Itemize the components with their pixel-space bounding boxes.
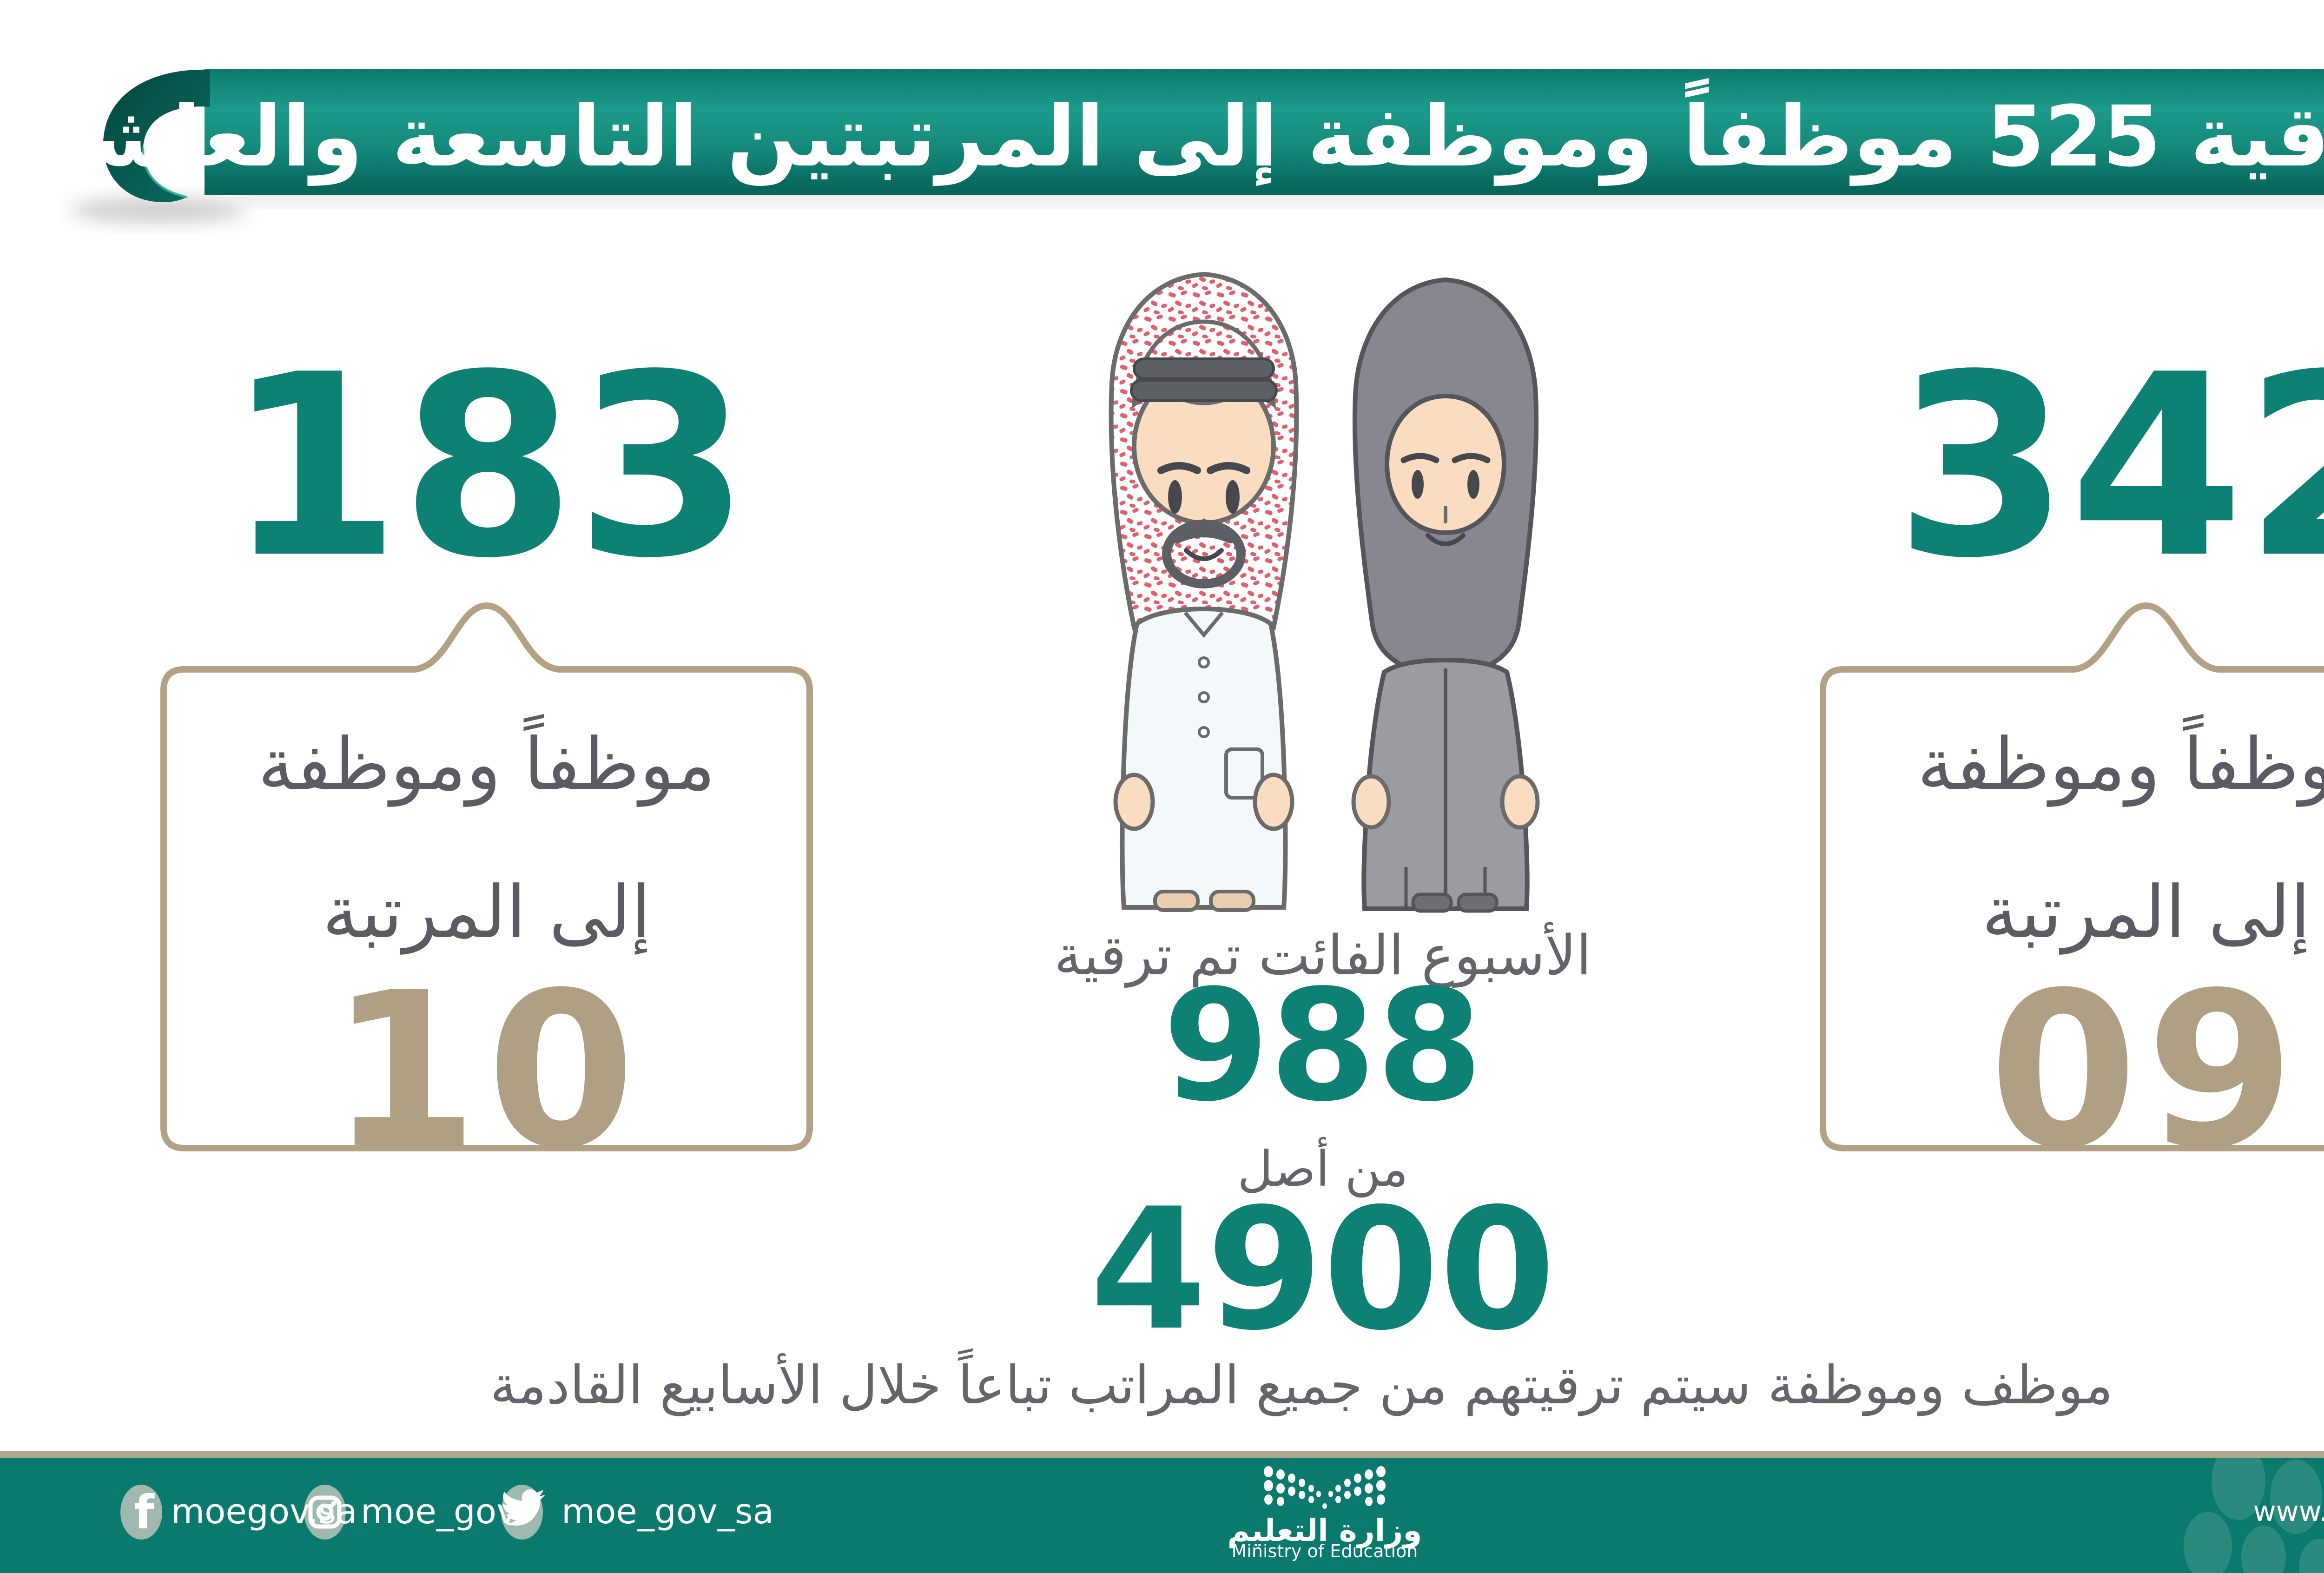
instagram-handle: moe_gov (361, 1492, 517, 1532)
promoted-count: 988 (1162, 957, 1483, 1135)
saudi-man-figure (1109, 271, 1299, 912)
stat-left-value: 183 (226, 321, 750, 613)
ribbon-left-curl (103, 69, 210, 202)
title-ribbon (70, 69, 2324, 222)
ribbon-left-shadow (70, 198, 246, 222)
ministry-name-english: Ministry of Education (1231, 1541, 1418, 1561)
ministry-logo-icon (1264, 1466, 1386, 1509)
left-callout-box (160, 602, 813, 1151)
right-box-label-line2: إلى المرتبة (1981, 870, 2311, 954)
website-url: www.moe.gov.sa (2253, 1495, 2324, 1528)
center-caption: الأسبوع الفائت تم ترقية (1054, 923, 1592, 987)
ministry-name-arabic: وزارة التعليم (1227, 1513, 1422, 1548)
right-callout-box (1820, 602, 2324, 1151)
footer-social-icons: f (120, 1485, 545, 1540)
couple-illustration (1109, 271, 1540, 913)
footnote-text: موظف وموظفة سيتم ترقيتهم من جميع المراتب… (490, 1355, 2113, 1416)
footer-bar (0, 1458, 2324, 1573)
saudi-woman-figure (1351, 277, 1540, 913)
twitter-handle: moe_gov_sa (561, 1492, 774, 1532)
total-count: 4900 (1090, 1172, 1556, 1367)
svg-text:f: f (134, 1485, 155, 1540)
ribbon-band (205, 69, 2324, 195)
footer-dots-pattern (2184, 1458, 2324, 1573)
out-of-label: من أصل (1237, 1141, 1408, 1197)
left-box-label-line1: موظفاً وموظفة (257, 722, 716, 806)
right-box-rank: 09 (1988, 947, 2304, 1196)
facebook-icon: f (120, 1485, 162, 1540)
right-box-label-line1: موظفاً وموظفة (1917, 722, 2324, 806)
banner-title: ترقية 525 موظفاً وموظفة إلى المرتبتين ال… (0, 88, 2324, 185)
footer-accent-strip (0, 1451, 2324, 1458)
facebook-handle: moegov.sa (171, 1492, 357, 1532)
left-box-label-line2: إلى المرتبة (322, 870, 651, 954)
left-box-rank: 10 (329, 947, 644, 1196)
instagram-icon (304, 1485, 346, 1540)
twitter-icon (501, 1485, 545, 1540)
stat-right-value: 342 (1895, 321, 2324, 613)
